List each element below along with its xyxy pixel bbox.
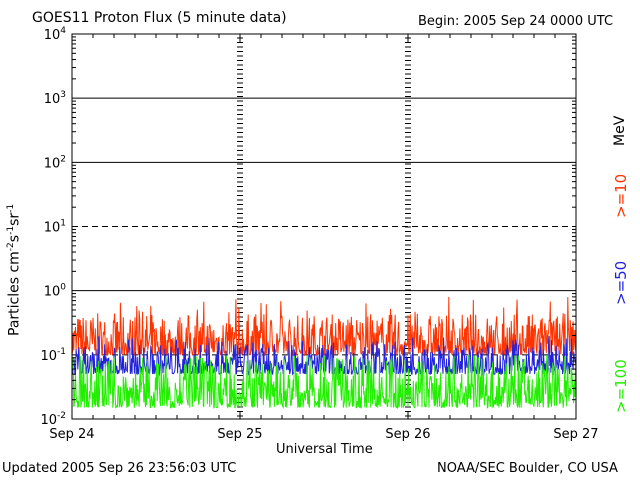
x-tick-label: Sep 27	[553, 427, 598, 442]
legend-item-50mev: >=50	[612, 260, 630, 305]
y-tick-label: 100	[44, 283, 67, 300]
credit-label: NOAA/SEC Boulder, CO USA	[437, 461, 618, 476]
updated-timestamp: Updated 2005 Sep 26 23:56:03 UTC	[2, 461, 237, 476]
series-layer	[71, 296, 577, 410]
y-tick-label: 101	[44, 219, 66, 236]
axis-layer: 10-2 10-1 100 101 102 103 104 Sep 24 Sep 25 Sep 2…	[40, 26, 598, 442]
begin-time-label: Begin: 2005 Sep 24 0000 UTC	[418, 14, 614, 29]
y-tick-label: 10-1	[40, 347, 66, 364]
chart-title: GOES11 Proton Flux (5 minute data)	[32, 10, 287, 26]
x-tick-label: Sep 26	[385, 427, 430, 442]
series-line	[71, 355, 577, 410]
x-tick-label: Sep 24	[49, 427, 94, 442]
x-axis-label: Universal Time	[276, 442, 373, 457]
legend-item-100mev: >=100	[612, 359, 630, 413]
y-tick-label: 104	[44, 26, 67, 43]
y-tick-label: 10-2	[40, 411, 66, 428]
y-tick-label: 103	[44, 90, 66, 107]
series-line	[71, 296, 577, 357]
y-tick-label: 102	[44, 154, 66, 171]
legend-unit: MeV	[612, 115, 628, 146]
x-tick-label: Sep 25	[217, 427, 262, 442]
legend-item-10mev: >=10	[612, 173, 630, 218]
